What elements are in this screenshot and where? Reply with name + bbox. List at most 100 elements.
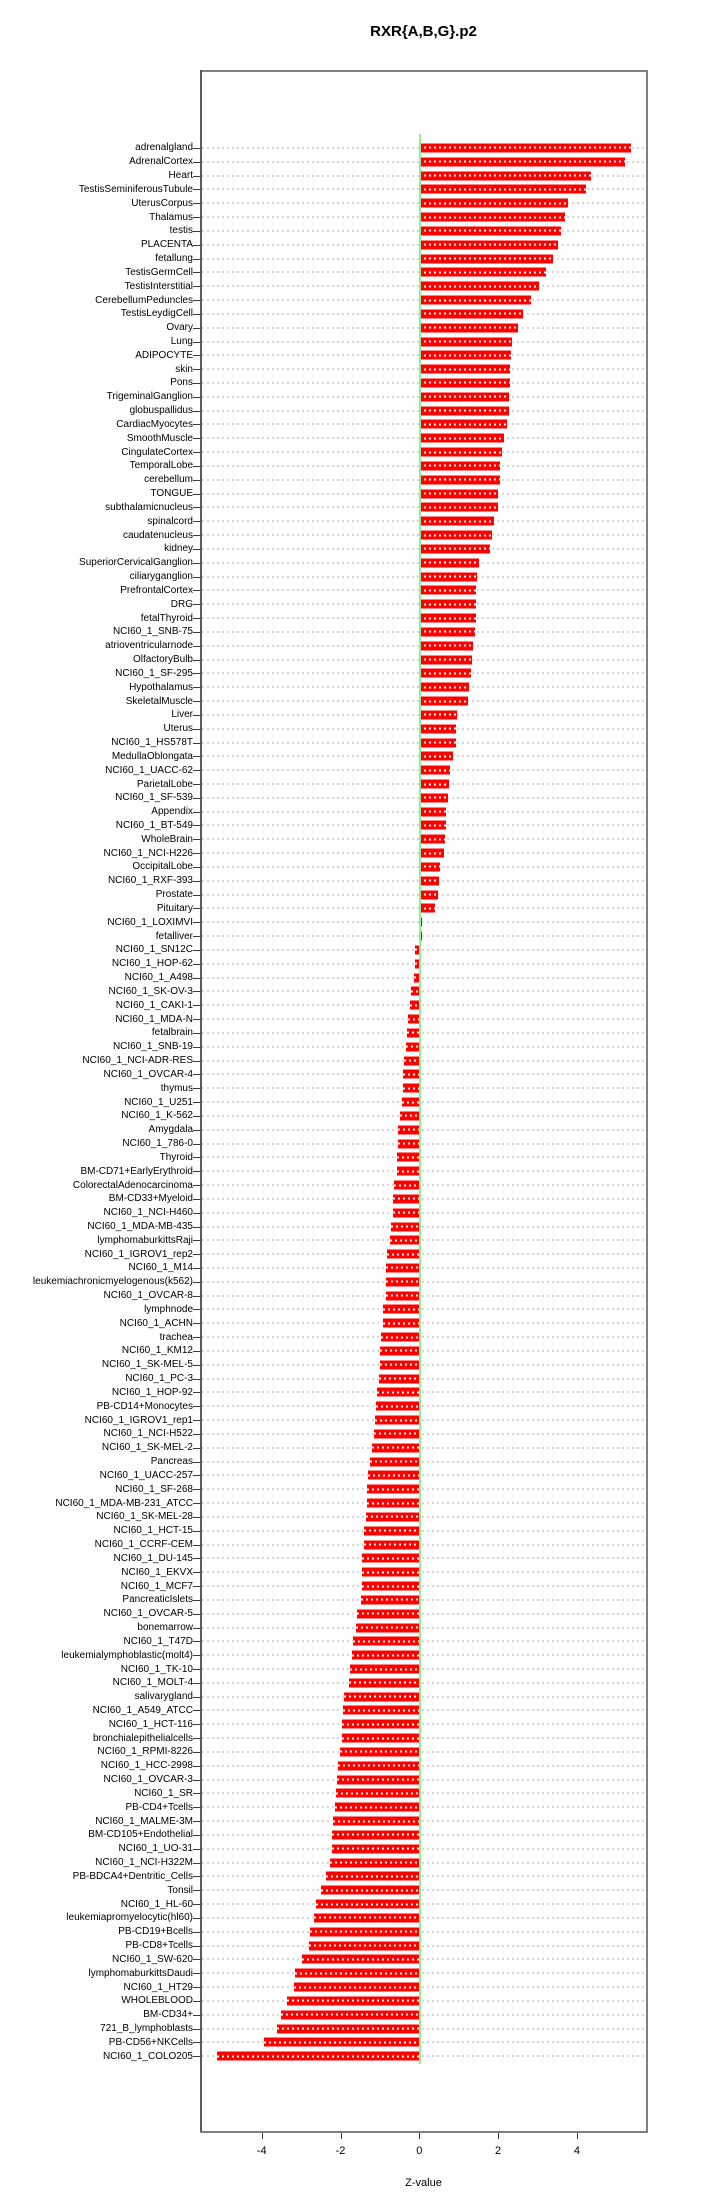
row-label: NCI60_1_COLO205 <box>102 2050 193 2062</box>
bar <box>341 1733 420 1743</box>
bar-gridline-overlay <box>342 1723 420 1726</box>
y-tick-mark <box>193 1185 200 1187</box>
gridline <box>202 1654 646 1657</box>
y-tick-mark <box>193 1821 200 1823</box>
y-tick-mark <box>193 1558 200 1560</box>
row-label: spinalcord <box>147 515 193 527</box>
plot-box-top <box>200 70 648 72</box>
bar-row: BM-CD34+ <box>0 2008 720 2022</box>
gridline <box>202 1916 646 1919</box>
x-tick-label: -2 <box>335 2145 346 2157</box>
bar-row: TONGUE <box>0 487 720 501</box>
y-tick-mark <box>193 1005 200 1007</box>
row-label: NCI60_1_SR <box>134 1787 193 1799</box>
bar <box>381 1332 420 1342</box>
bar-gridline-overlay <box>419 271 546 274</box>
y-tick-mark <box>193 1433 200 1435</box>
row-label: ciliaryganglion <box>129 571 193 583</box>
bar <box>364 1526 420 1536</box>
bar-gridline-overlay <box>419 824 447 827</box>
bar-row: NCI60_1_HL-60 <box>0 1897 720 1911</box>
gridline <box>202 1903 646 1906</box>
bar-gridline-overlay <box>419 257 553 260</box>
bar-gridline-overlay <box>360 1598 420 1601</box>
y-tick-mark <box>193 286 200 288</box>
y-tick-mark <box>193 963 200 965</box>
row-label: NCI60_1_CCRF-CEM <box>94 1539 193 1551</box>
y-tick-mark <box>193 825 200 827</box>
gridline <box>202 1764 646 1767</box>
bar-gridline-overlay <box>302 1958 420 1961</box>
bar-row: leukemiachronicmyelogenous(k562) <box>0 1275 720 1289</box>
row-label: NCI60_1_BT-549 <box>115 819 193 831</box>
gridline <box>202 1502 646 1505</box>
bar-gridline-overlay <box>419 299 531 302</box>
bar-gridline-overlay <box>364 1529 420 1532</box>
gridline <box>202 948 646 951</box>
bar <box>374 1415 420 1425</box>
y-tick-mark <box>193 1682 200 1684</box>
row-label: TONGUE <box>150 488 193 500</box>
bar-row: 721_B_lymphoblasts <box>0 2022 720 2036</box>
bar-gridline-overlay <box>419 630 476 633</box>
bar-row: NCI60_1_UO-31 <box>0 1842 720 1856</box>
bar <box>314 1913 420 1923</box>
bar-row: NCI60_1_RPMI-8226 <box>0 1745 720 1759</box>
bar <box>419 226 562 236</box>
row-label: NCI60_1_NCI-ADR-RES <box>82 1055 193 1067</box>
bar-gridline-overlay <box>403 1073 420 1076</box>
row-label: NCI60_1_TK-10 <box>120 1663 193 1675</box>
y-tick-mark <box>193 562 200 564</box>
bar-row: NCI60_1_HCT-116 <box>0 1717 720 1731</box>
gridline <box>202 1474 646 1477</box>
bar-gridline-overlay <box>419 561 480 564</box>
bar-row: NCI60_1_SF-539 <box>0 791 720 805</box>
y-tick-mark <box>193 1046 200 1048</box>
row-label: NCI60_1_HCC-2998 <box>100 1760 193 1772</box>
y-tick-mark <box>193 535 200 537</box>
bar-gridline-overlay <box>419 506 499 509</box>
bar <box>366 1484 420 1494</box>
bar-gridline-overlay <box>407 1031 420 1034</box>
bar <box>419 337 513 346</box>
bar <box>263 2037 420 2047</box>
y-tick-mark <box>193 1032 200 1034</box>
bar <box>419 585 477 595</box>
row-label: NCI60_1_T47D <box>123 1635 193 1647</box>
bar-gridline-overlay <box>332 1820 420 1823</box>
row-label: kidney <box>164 543 193 555</box>
bar-gridline-overlay <box>374 1419 420 1422</box>
bar <box>316 1899 420 1909</box>
row-label: PLACENTA <box>140 239 193 251</box>
row-label: cerebellum <box>144 474 193 486</box>
row-label: 721_B_lymphoblasts <box>100 2023 193 2035</box>
bar <box>419 489 499 499</box>
row-label: NCI60_1_SF-295 <box>115 667 193 679</box>
bar-gridline-overlay <box>419 727 457 730</box>
bar-gridline-overlay <box>419 644 473 647</box>
bar-gridline-overlay <box>390 1225 420 1228</box>
bar-row: PrefrontalCortex <box>0 584 720 598</box>
row-label: NCI60_1_HCT-116 <box>108 1718 193 1730</box>
row-label: NCI60_1_SF-268 <box>115 1483 193 1495</box>
gridline <box>202 1363 646 1366</box>
bar <box>352 1650 420 1660</box>
bar-gridline-overlay <box>392 1211 420 1214</box>
row-label: MedullaOblongata <box>111 750 193 762</box>
y-tick-mark <box>193 1848 200 1850</box>
y-tick-mark <box>193 147 200 149</box>
y-tick-mark <box>193 1337 200 1339</box>
row-label: NCI60_1_IGROV1_rep2 <box>84 1248 193 1260</box>
bar <box>419 198 568 208</box>
bar-row: TemporalLobe <box>0 459 720 473</box>
bar-row: NCI60_1_DU-145 <box>0 1551 720 1565</box>
row-label: thymus <box>160 1082 193 1094</box>
bar-gridline-overlay <box>419 672 471 675</box>
bar <box>419 890 438 900</box>
y-tick-mark <box>193 1295 200 1297</box>
bar-row: NCI60_1_HOP-62 <box>0 957 720 971</box>
gridline <box>202 1349 646 1352</box>
y-tick-mark <box>193 1516 200 1518</box>
y-tick-mark <box>193 1143 200 1145</box>
